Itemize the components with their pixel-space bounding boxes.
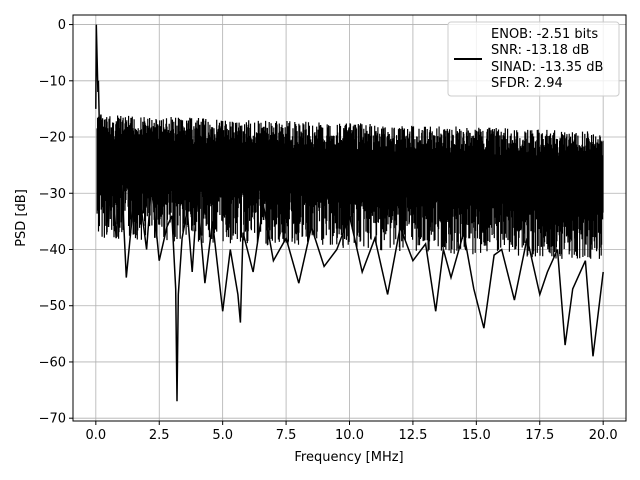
x-axis-label: Frequency [MHz] [294, 450, 403, 465]
x-tick-label: 17.5 [525, 428, 554, 443]
y-axis-label: PSD [dB] [14, 189, 29, 247]
legend-line-sfdr: SFDR: 2.94 [491, 76, 563, 91]
legend-box [447, 21, 620, 97]
x-tick-label: 10.0 [335, 428, 364, 443]
x-tick-label: 12.5 [398, 428, 427, 443]
y-tick-label: −70 [39, 412, 66, 427]
y-tick-label: −60 [39, 355, 66, 370]
psd-series-line [95, 24, 604, 402]
y-tick-label: −20 [39, 131, 66, 146]
x-axis-ticks: 0.0 2.5 5.0 7.5 10.0 12.5 15.0 17.5 20.0 [85, 421, 618, 443]
y-axis-ticks: 0 −10 −20 −30 −40 −50 −60 −70 [39, 18, 73, 427]
y-tick-label: −40 [39, 243, 66, 258]
x-tick-label: 5.0 [212, 428, 233, 443]
y-tick-label: 0 [58, 18, 66, 33]
x-tick-label: 7.5 [276, 428, 297, 443]
y-tick-label: −10 [39, 74, 66, 89]
noise-band [96, 115, 604, 259]
x-tick-label: 20.0 [589, 428, 618, 443]
legend-line-snr: SNR: -13.18 dB [491, 43, 589, 58]
x-tick-label: 15.0 [462, 428, 491, 443]
y-tick-label: −50 [39, 299, 66, 314]
x-tick-label: 2.5 [149, 428, 170, 443]
legend-line-enob: ENOB: -2.51 bits [491, 27, 598, 42]
y-tick-label: −30 [39, 187, 66, 202]
series-layer [95, 24, 604, 402]
noise-band-trace [96, 115, 604, 259]
legend: ENOB: -2.51 bits SNR: -13.18 dB SINAD: -… [447, 21, 620, 97]
x-tick-label: 0.0 [85, 428, 106, 443]
legend-line-sinad: SINAD: -13.35 dB [491, 60, 603, 75]
